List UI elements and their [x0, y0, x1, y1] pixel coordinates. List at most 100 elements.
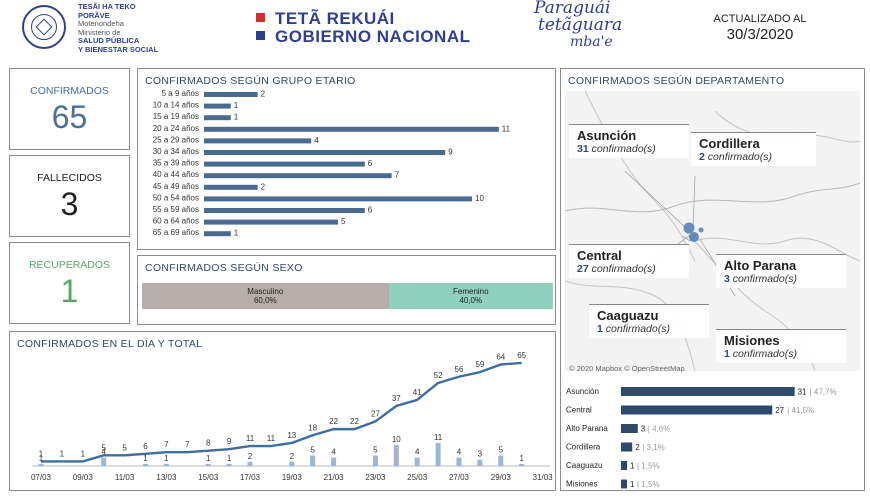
sex-female-label: Femenino	[453, 287, 489, 296]
age-label-20-a-24-anos: 20 a 24 años	[153, 124, 199, 133]
daily-new-label-24-03: 10	[392, 435, 401, 444]
age-bar-55-a-59-anos[interactable]	[204, 208, 365, 213]
dept-pct-alto-parana: | 4,6%	[648, 425, 671, 434]
daily-total-label-21-03: 22	[329, 417, 338, 426]
city-name-alto-parana: Alto Parana	[724, 258, 797, 273]
map-attribution: © 2020 Mapbox © OpenStreetMap	[569, 364, 685, 373]
daily-bar-10-03[interactable]	[101, 457, 107, 466]
kpi-confirmed: CONFIRMADOS 65	[9, 68, 130, 150]
city-count-cordillera: 2	[699, 151, 705, 163]
daily-bar-28-03[interactable]	[477, 459, 483, 466]
city-count-asuncion: 31	[577, 143, 589, 155]
dept-value-alto-parana: 3	[641, 425, 646, 434]
map-marker-central[interactable]	[689, 232, 699, 242]
daily-tick-15-03: 15/03	[198, 473, 219, 482]
dept-pct-cordillera: | 3,1%	[642, 443, 665, 452]
daily-bar-29-03[interactable]	[498, 455, 504, 467]
dept-pct-central: | 41,5%	[787, 406, 814, 415]
dept-value-cordillera: 2	[635, 443, 640, 452]
age-bar-15-a-19-anos[interactable]	[204, 115, 231, 121]
age-bar-45-a-49-anos[interactable]	[204, 184, 258, 190]
dept-label-asuncion: Asunción	[566, 387, 599, 396]
dept-bar-asuncion[interactable]	[621, 387, 795, 396]
daily-bar-21-03[interactable]	[331, 457, 337, 466]
daily-total-label-19-03: 13	[287, 431, 296, 440]
daily-bar-27-03[interactable]	[456, 457, 462, 466]
dept-map-panel: CONFIRMADOS SEGÚN DEPARTAMENTO Asunción …	[560, 68, 865, 491]
daily-bar-16-03[interactable]	[226, 463, 232, 466]
age-bar-40-a-44-anos[interactable]	[204, 173, 392, 179]
age-value-65-a-69-anos: 1	[234, 229, 239, 238]
daily-new-label-20-03: 5	[310, 446, 315, 455]
daily-new-label-25-03: 4	[415, 448, 420, 457]
daily-bar-20-03[interactable]	[310, 455, 316, 467]
city-suffix-caaguazu: confirmado(s)	[605, 323, 670, 335]
daily-tick-31-03: 31/03	[533, 473, 554, 482]
daily-bar-17-03[interactable]	[247, 461, 253, 466]
daily-new-label-26-03: 11	[434, 433, 443, 442]
updated-label: ACTUALIZADO AL	[713, 13, 807, 25]
city-box-asuncion: Asunción 31 confirmado(s)	[569, 124, 689, 158]
dept-value-asuncion: 31	[798, 388, 807, 397]
dept-bar-central[interactable]	[621, 405, 773, 415]
daily-bar-07-03[interactable]	[38, 463, 44, 466]
kpi-deaths-value: 3	[60, 186, 79, 222]
daily-new-label-16-03: 1	[227, 454, 232, 463]
kpi-confirmed-label: CONFIRMADOS	[30, 85, 109, 97]
city-count-misiones: 1	[724, 348, 730, 360]
age-bar-35-a-39-anos[interactable]	[204, 161, 365, 167]
age-bar-50-a-54-anos[interactable]	[204, 196, 472, 202]
dept-bar-cordillera[interactable]	[621, 442, 633, 452]
age-bar-30-a-34-anos[interactable]	[204, 150, 446, 155]
daily-tick-09-03: 09/03	[73, 473, 94, 482]
dept-value-caaguazu: 1	[630, 462, 635, 471]
age-value-10-a-14-anos: 1	[234, 101, 239, 110]
daily-bar-19-03[interactable]	[289, 461, 295, 466]
city-suffix-central: confirmado(s)	[591, 263, 656, 275]
dept-bar-alto-parana[interactable]	[621, 424, 638, 433]
dept-map-title: CONFIRMADOS SEGÚN DEPARTAMENTO	[568, 75, 785, 87]
dept-bar-misiones[interactable]	[621, 479, 627, 489]
daily-bar-12-03[interactable]	[143, 463, 148, 466]
daily-bar-13-03[interactable]	[163, 463, 169, 466]
city-name-cordillera: Cordillera	[699, 136, 760, 151]
map-marker-cordillera[interactable]	[698, 227, 704, 233]
daily-total-label-24-03: 37	[392, 394, 401, 403]
age-value-50-a-54-anos: 10	[475, 194, 484, 203]
age-bar-20-a-24-anos[interactable]	[204, 126, 499, 132]
daily-bar-25-03[interactable]	[414, 457, 420, 466]
age-bar-60-a-64-anos[interactable]	[204, 219, 338, 225]
daily-total-label-13-03: 7	[164, 440, 169, 449]
daily-tick-07-03: 07/03	[31, 473, 52, 482]
age-bar-25-a-29-anos[interactable]	[204, 138, 312, 144]
dept-bars-svg: Asunción 31 | 47,7%Central 27 | 41,5%Alto Pa…	[566, 387, 837, 489]
daily-bar-23-03[interactable]	[372, 455, 378, 467]
age-bar-10-a-14-anos[interactable]	[204, 103, 231, 109]
sex-chart-title: CONFIRMADOS SEGÚN SEXO	[145, 262, 303, 274]
age-value-60-a-64-anos: 5	[341, 217, 346, 226]
age-value-45-a-49-anos: 2	[261, 182, 266, 191]
kpi-deaths-label: FALLECIDOS	[37, 172, 102, 184]
daily-total-label-09-03: 1	[81, 449, 86, 458]
age-label-45-a-49-anos: 45 a 49 años	[153, 182, 199, 191]
updated-date: 30/3/2020	[726, 26, 794, 43]
gov-line1: TETÃ REKUÁI	[275, 9, 395, 28]
gov-red-square	[256, 13, 265, 22]
daily-bar-26-03[interactable]	[435, 442, 441, 466]
daily-new-label-23-03: 5	[373, 446, 378, 455]
daily-total-label-10-03: 5	[101, 443, 106, 452]
daily-bar-15-03[interactable]	[205, 463, 211, 466]
map-marker-asuncion[interactable]	[683, 222, 695, 234]
daily-total-label-30-03: 65	[517, 351, 526, 360]
age-bar-65-a-69-anos[interactable]	[204, 231, 231, 237]
age-label-10-a-14-anos: 10 a 14 años	[153, 101, 199, 110]
dept-label-cordillera: Cordillera	[566, 443, 601, 452]
daily-total-line[interactable]	[41, 361, 522, 463]
sex-chart-panel: CONFIRMADOS SEGÚN SEXO Masculino 60,0% F…	[137, 255, 556, 325]
daily-tick-19-03: 19/03	[282, 473, 303, 482]
daily-total-label-12-03: 6	[143, 442, 148, 451]
daily-bar-24-03[interactable]	[393, 445, 399, 466]
daily-bar-30-03[interactable]	[519, 463, 525, 466]
dept-bar-caaguazu[interactable]	[621, 461, 627, 470]
age-bar-5-a-9-anos[interactable]	[204, 92, 258, 97]
